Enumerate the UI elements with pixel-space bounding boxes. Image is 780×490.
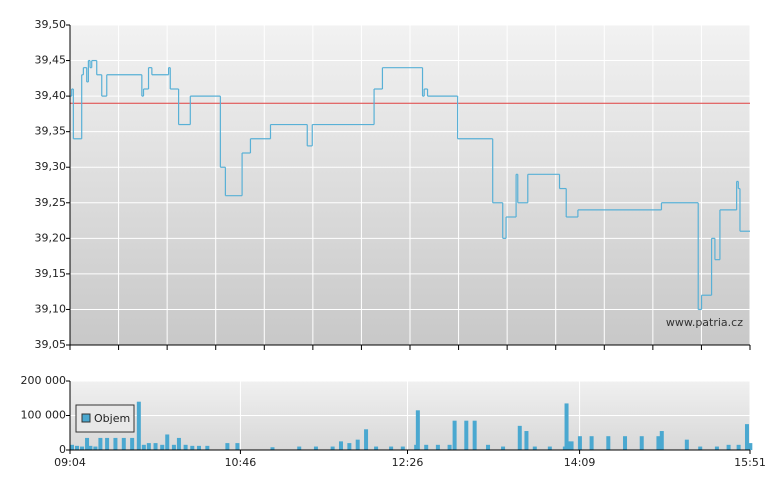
volume-bar: [93, 446, 98, 450]
y-tick-label: 39,30: [35, 160, 67, 173]
volume-bar: [88, 445, 93, 450]
volume-bar: [547, 446, 552, 450]
volume-bar: [532, 446, 537, 450]
volume-bar: [196, 445, 201, 450]
volume-bar: [176, 437, 181, 450]
volume-bar: [606, 436, 611, 450]
volume-bar: [364, 429, 369, 450]
volume-bar: [205, 445, 210, 450]
volume-bar: [589, 436, 594, 450]
volume-bar: [744, 424, 749, 450]
volume-bar: [183, 444, 188, 450]
volume-bar: [338, 441, 343, 450]
volume-bar: [80, 446, 85, 450]
y-tick-label: 39,40: [35, 89, 67, 102]
volume-bar: [726, 444, 731, 450]
volume-bar: [501, 446, 506, 450]
volume-bar: [659, 431, 664, 450]
volume-bar: [130, 437, 135, 450]
volume-bar: [374, 446, 379, 450]
volume-bar: [347, 443, 352, 450]
volume-bar: [656, 436, 661, 450]
volume-bar: [564, 403, 569, 450]
volume-bar: [141, 444, 146, 450]
vertical-grid: [69, 25, 751, 350]
volume-bar: [486, 444, 491, 450]
legend-label: Objem: [94, 412, 130, 425]
volume-bar: [160, 444, 165, 450]
volume-bar: [566, 441, 571, 450]
y-tick-label: 39,10: [35, 302, 67, 315]
volume-bar: [330, 446, 335, 450]
y-tick-label: 39,15: [35, 267, 67, 280]
volume-bar: [165, 434, 170, 450]
y-tick-label: 39,25: [35, 196, 67, 209]
x-tick-label: 09:04: [54, 456, 86, 469]
volume-bar: [748, 443, 753, 450]
volume-bar: [270, 447, 275, 450]
y-tick-label: 39,45: [35, 54, 67, 67]
y-tick-label: 200 000: [21, 374, 67, 387]
volume-bar: [136, 401, 141, 450]
y-tick-label: 39,05: [35, 338, 67, 351]
volume-bar: [623, 436, 628, 450]
x-tick-label: 14:09: [564, 456, 596, 469]
volume-bar: [297, 446, 302, 450]
legend-swatch: [81, 413, 91, 423]
x-tick-label: 10:46: [225, 456, 257, 469]
volume-bar: [171, 444, 176, 450]
volume-bar: [698, 446, 703, 450]
volume-bar: [355, 439, 360, 450]
volume-bar: [98, 437, 103, 450]
volume-bar: [577, 436, 582, 450]
x-tick-label: 15:51: [734, 456, 766, 469]
y-tick-label: 39,50: [35, 18, 67, 31]
watermark: www.patria.cz: [666, 316, 743, 329]
volume-bar: [121, 437, 126, 450]
volume-bar: [85, 437, 90, 450]
volume-bar: [424, 444, 429, 450]
y-tick-label: 0: [59, 443, 66, 456]
volume-bar: [313, 446, 318, 450]
volume-bar: [472, 420, 477, 450]
volume-bar: [569, 441, 574, 450]
volume-bar: [153, 443, 158, 450]
volume-bar: [524, 431, 529, 450]
volume-bar: [113, 437, 118, 450]
y-tick-label: 39,20: [35, 231, 67, 244]
volume-bar: [225, 443, 230, 450]
volume-bar: [235, 443, 240, 450]
volume-bar: [714, 446, 719, 450]
volume-bar: [736, 444, 741, 450]
volume-bar: [146, 443, 151, 450]
x-tick-label: 12:26: [392, 456, 424, 469]
volume-bar: [105, 437, 110, 450]
y-tick-label: 39,35: [35, 125, 67, 138]
volume-bar: [70, 444, 74, 450]
volume-bar: [400, 446, 405, 450]
legend: Objem: [75, 404, 135, 433]
volume-bar: [517, 425, 522, 450]
volume-bar: [435, 444, 440, 450]
volume-bar: [464, 420, 469, 450]
volume-bar: [684, 439, 689, 450]
volume-bar: [75, 445, 80, 450]
volume-bar: [447, 444, 452, 450]
y-tick-label: 100 000: [21, 409, 67, 422]
volume-bar: [639, 436, 644, 450]
volume-bar: [190, 445, 195, 450]
volume-bar: [389, 446, 394, 450]
volume-bar: [415, 410, 420, 450]
volume-bar: [452, 420, 457, 450]
